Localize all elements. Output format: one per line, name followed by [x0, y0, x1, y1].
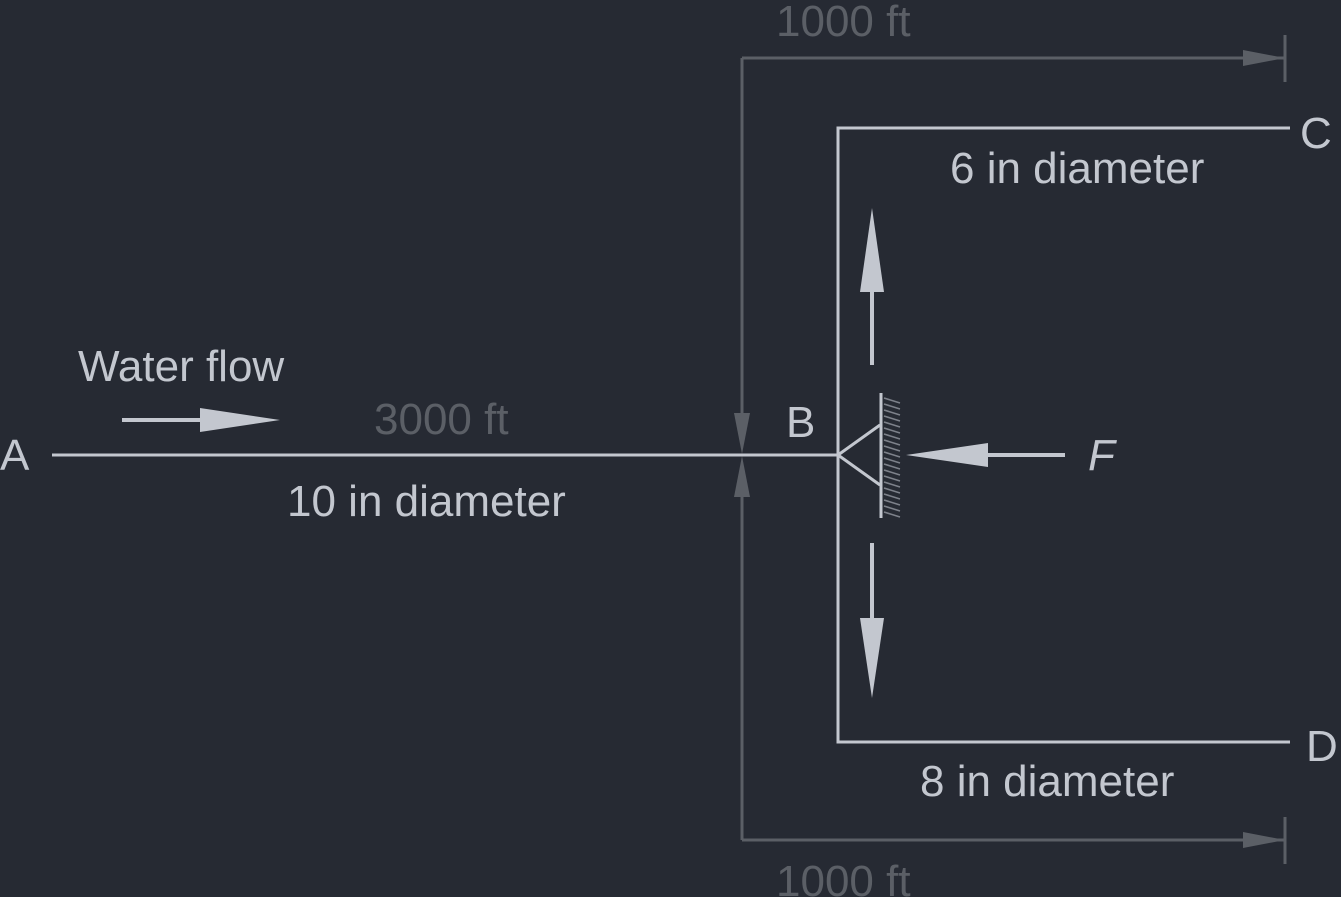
pipe-bd-length: 1000 ft — [776, 857, 911, 897]
hatch-line — [883, 469, 901, 476]
pipe-bd-diameter: 8 in diameter — [920, 757, 1174, 806]
hatch-line — [883, 439, 901, 446]
hatch-line — [883, 475, 901, 482]
force-arrows — [122, 208, 1065, 698]
pipe-bc — [836, 126, 1290, 455]
valve-hatching — [883, 397, 901, 518]
point-d-label: D — [1306, 722, 1338, 771]
valve-symbol — [835, 393, 883, 518]
hatch-line — [883, 427, 901, 434]
hatch-line — [883, 403, 901, 410]
valve-triangle — [835, 423, 881, 487]
text-labels: Water flow A B C D F 10 in diameter 6 in… — [0, 109, 1338, 806]
hatch-line — [883, 505, 901, 512]
point-c-label: C — [1300, 109, 1332, 158]
hatch-line — [883, 397, 901, 404]
hatch-line — [883, 487, 901, 494]
dimension-arrow-up-at-b — [734, 456, 750, 497]
pipe-bc-diameter: 6 in diameter — [950, 144, 1204, 193]
pipes — [52, 126, 1290, 744]
dimension-arrow-down-at-b — [734, 413, 750, 454]
hatch-line — [883, 511, 901, 518]
dimension-labels: 3000 ft 1000 ft 1000 ft — [374, 0, 911, 897]
hatch-line — [883, 445, 901, 452]
hatch-line — [883, 463, 901, 470]
dimension-arrow-right-top — [1243, 50, 1285, 66]
hatch-line — [883, 493, 901, 500]
water-flow-arrow-head — [200, 408, 280, 432]
down-arrow-head — [860, 618, 884, 698]
hatch-line — [883, 481, 901, 488]
hatch-line — [883, 451, 901, 458]
point-b-label: B — [786, 398, 815, 447]
hatch-line — [883, 457, 901, 464]
hatch-line — [883, 421, 901, 428]
pipe-ab-diameter: 10 in diameter — [287, 477, 566, 526]
dimension-line-bd — [740, 490, 1285, 842]
hatch-line — [883, 433, 901, 440]
point-a-label: A — [0, 431, 30, 480]
pipe-ab-length: 3000 ft — [374, 395, 509, 444]
pipe-bc-length: 1000 ft — [776, 0, 911, 46]
water-flow-label: Water flow — [78, 342, 284, 391]
hatch-line — [883, 499, 901, 506]
up-arrow-head — [860, 208, 884, 292]
force-arrow-head — [906, 443, 988, 467]
hatch-line — [883, 409, 901, 416]
dimension-line-bc — [740, 56, 1285, 420]
dimension-lines — [740, 35, 1287, 864]
hatch-line — [883, 415, 901, 422]
force-label: F — [1088, 431, 1117, 480]
pipe-bd — [836, 455, 1290, 744]
dimension-arrow-right-bottom — [1243, 832, 1285, 848]
dimension-arrowheads — [734, 50, 1285, 848]
